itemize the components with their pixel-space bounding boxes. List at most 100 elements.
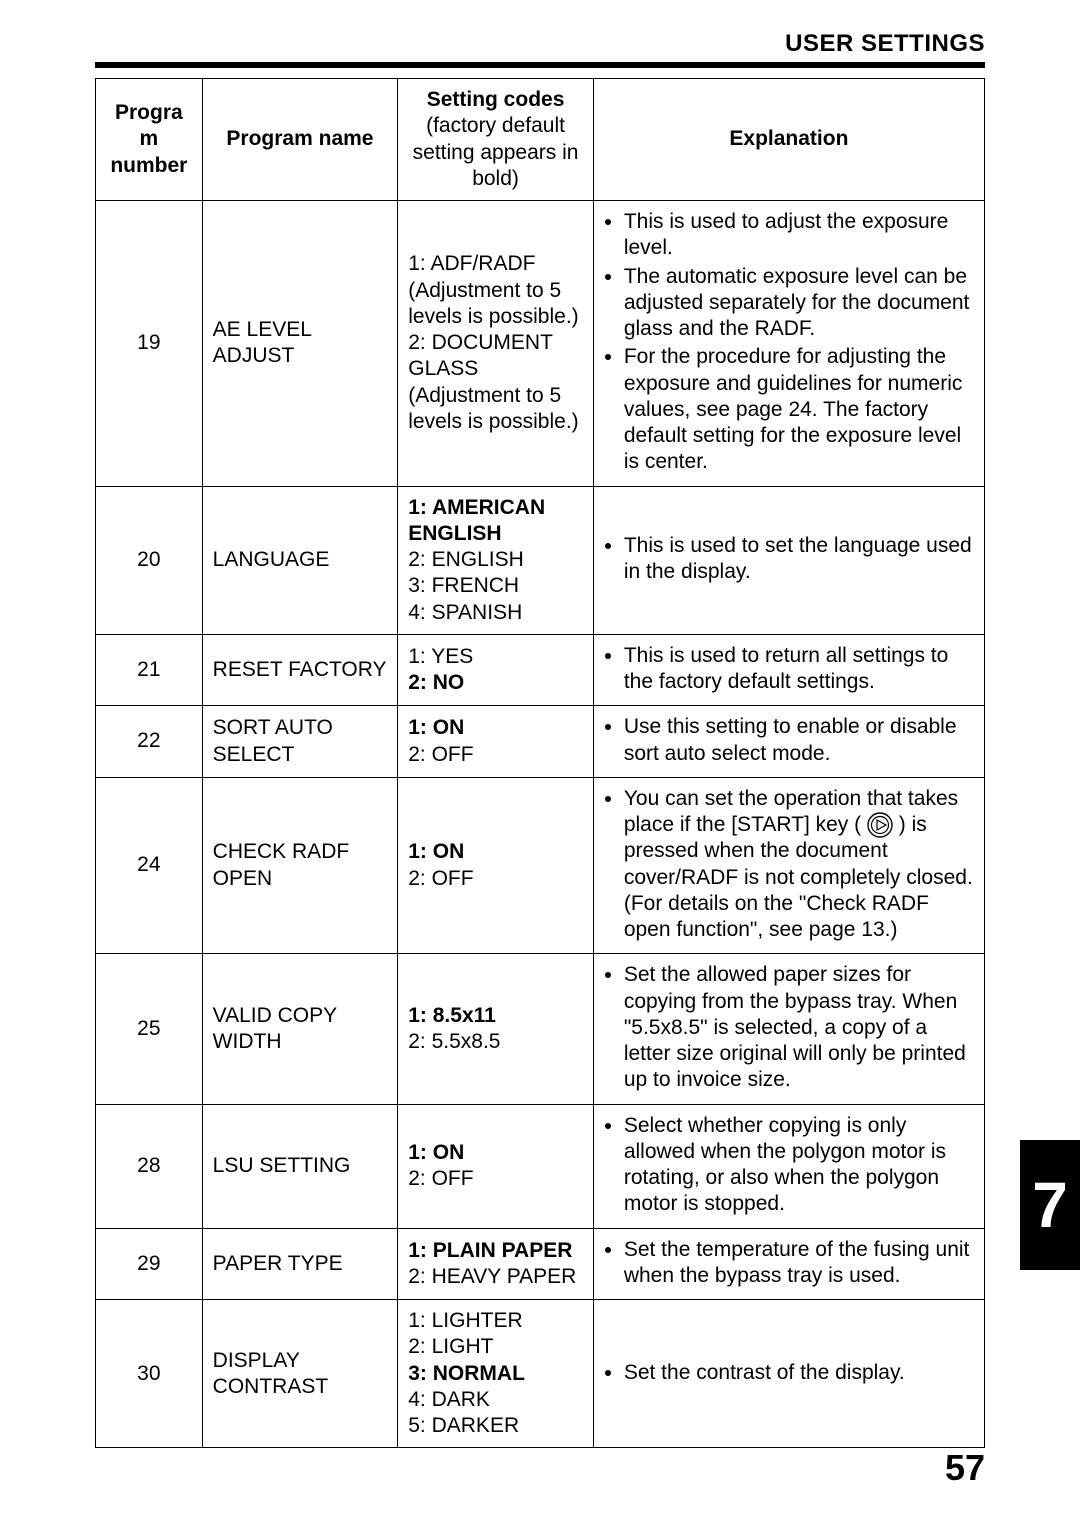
setting-code-line: 2: NO [408,671,464,694]
explanation-cell: Use this setting to enable or disable so… [593,706,984,778]
program-number-cell: 21 [96,634,203,706]
header-subtext: (factory default setting appears in bold… [413,114,579,190]
setting-code-line: 1: ON [408,1141,464,1164]
explanation-cell: You can set the operation that takes pla… [593,777,984,954]
explanation-item: You can set the operation that takes pla… [624,786,974,944]
explanation-item: This is used to set the language used in… [624,533,974,586]
setting-codes-cell: 1: AMERICAN ENGLISH 2: ENGLISH 3: FRENCH 4:… [398,486,594,634]
setting-code-line: 2: OFF [408,867,473,890]
setting-code-line: 1: ON [408,840,464,863]
setting-code-line: 2: HEAVY PAPER [408,1265,576,1288]
setting-code-line: 1: ON [408,716,464,739]
table-row: 19AE LEVEL ADJUST1: ADF/RADF (Adjustment… [96,201,985,487]
table-body: 19AE LEVEL ADJUST1: ADF/RADF (Adjustment… [96,201,985,1448]
explanation-list: This is used to return all settings to t… [604,643,974,696]
setting-codes-cell: 1: LIGHTER 2: LIGHT 3: NORMAL 4: DARK 5: DAR… [398,1300,594,1448]
program-number-cell: 19 [96,201,203,487]
explanation-item: Set the temperature of the fusing unit w… [624,1237,974,1290]
program-name-cell: DISPLAY CONTRAST [202,1300,398,1448]
table-row: 25VALID COPY WIDTH 1: 8.5x11 2: 5.5x8.5 Set… [96,954,985,1104]
setting-code-line: 3: NORMAL [408,1362,525,1385]
explanation-cell: Set the temperature of the fusing unit w… [593,1228,984,1300]
section-divider [95,62,985,68]
col-header-setting-codes: Setting codes (factory default setting a… [398,79,594,201]
settings-table: Progra m number Program name Setting cod… [95,78,985,1448]
explanation-cell: This is used to return all settings to t… [593,634,984,706]
explanation-item: This is used to adjust the exposure leve… [624,209,974,262]
program-number-cell: 29 [96,1228,203,1300]
setting-code-line: 2: ENGLISH [408,548,524,571]
program-number-cell: 30 [96,1300,203,1448]
col-header-explanation: Explanation [593,79,984,201]
explanation-list: This is used to set the language used in… [604,533,974,586]
section-title: USER SETTINGS [95,30,985,58]
explanation-cell: Set the allowed paper sizes for copying … [593,954,984,1104]
setting-code-line: 4: SPANISH [408,601,522,624]
program-name-cell: CHECK RADF OPEN [202,777,398,954]
setting-code-line: 2: DOCUMENT GLASS (Adjustment to 5 level… [408,331,578,433]
setting-code-line: 1: 8.5x11 [408,1004,496,1027]
setting-code-line: 2: LIGHT [408,1335,493,1358]
col-header-program-name: Program name [202,79,398,201]
explanation-list: Use this setting to enable or disable so… [604,714,974,767]
program-name-cell: SORT AUTO SELECT [202,706,398,778]
header-text: Setting codes [427,88,565,111]
setting-code-line: 1: AMERICAN ENGLISH [408,496,545,545]
setting-code-line: 1: PLAIN PAPER [408,1239,572,1262]
table-row: 30DISPLAY CONTRAST 1: LIGHTER 2: LIGHT 3: N… [96,1300,985,1448]
explanation-cell: This is used to set the language used in… [593,486,984,634]
table-header-row: Progra m number Program name Setting cod… [96,79,985,201]
explanation-item: Set the contrast of the display. [624,1360,974,1386]
program-number-cell: 22 [96,706,203,778]
explanation-cell: Select whether copying is only allowed w… [593,1104,984,1228]
setting-code-line: 2: OFF [408,1167,473,1190]
page: USER SETTINGS Progra m number Program na… [0,0,1080,1529]
explanation-list: Set the contrast of the display. [604,1360,974,1386]
table-row: 29PAPER TYPE 1: PLAIN PAPER 2: HEAVY PAPER… [96,1228,985,1300]
program-name-cell: RESET FACTORY [202,634,398,706]
header-text: Progra m number [110,101,187,177]
explanation-item: Select whether copying is only allowed w… [624,1113,974,1218]
start-key-icon [867,812,893,838]
explanation-item: The automatic exposure level can be adju… [624,264,974,343]
setting-code-line: 1: ADF/RADF (Adjustment to 5 levels is p… [408,252,578,328]
program-name-cell: AE LEVEL ADJUST [202,201,398,487]
setting-code-line: 5: DARKER [408,1414,519,1437]
program-name-cell: LSU SETTING [202,1104,398,1228]
setting-code-line: 1: LIGHTER [408,1309,522,1332]
setting-codes-cell: 1: PLAIN PAPER 2: HEAVY PAPER [398,1228,594,1300]
explanation-item: Set the allowed paper sizes for copying … [624,962,974,1093]
explanation-cell: Set the contrast of the display. [593,1300,984,1448]
page-number: 57 [945,1447,985,1489]
explanation-cell: This is used to adjust the exposure leve… [593,201,984,487]
setting-codes-cell: 1: ON 2: OFF [398,777,594,954]
setting-codes-cell: 1: 8.5x11 2: 5.5x8.5 [398,954,594,1104]
setting-code-line: 2: 5.5x8.5 [408,1030,500,1053]
setting-codes-cell: 1: YES 2: NO [398,634,594,706]
explanation-list: Set the temperature of the fusing unit w… [604,1237,974,1290]
table-row: 20LANGUAGE1: AMERICAN ENGLISH 2: ENGLISH 3… [96,486,985,634]
program-name-cell: VALID COPY WIDTH [202,954,398,1104]
explanation-list: This is used to adjust the exposure leve… [604,209,974,476]
chapter-tab: 7 [1020,1140,1080,1270]
setting-codes-cell: 1: ON 2: OFF [398,706,594,778]
setting-code-line: 4: DARK [408,1388,490,1411]
explanation-item: This is used to return all settings to t… [624,643,974,696]
program-number-cell: 20 [96,486,203,634]
program-number-cell: 24 [96,777,203,954]
explanation-list: You can set the operation that takes pla… [604,786,974,944]
setting-code-line: 1: YES [408,645,473,668]
setting-code-line: 3: FRENCH [408,574,519,597]
col-header-program-number: Progra m number [96,79,203,201]
table-row: 22SORT AUTO SELECT 1: ON 2: OFF Use this se… [96,706,985,778]
program-number-cell: 28 [96,1104,203,1228]
program-name-cell: LANGUAGE [202,486,398,634]
explanation-item: Use this setting to enable or disable so… [624,714,974,767]
table-row: 21RESET FACTORY 1: YES 2: NO This is used t… [96,634,985,706]
setting-code-line: 2: OFF [408,743,473,766]
setting-codes-cell: 1: ON 2: OFF [398,1104,594,1228]
explanation-list: Set the allowed paper sizes for copying … [604,962,974,1093]
program-number-cell: 25 [96,954,203,1104]
program-name-cell: PAPER TYPE [202,1228,398,1300]
table-row: 28LSU SETTING 1: ON 2: OFF Select whether c… [96,1104,985,1228]
